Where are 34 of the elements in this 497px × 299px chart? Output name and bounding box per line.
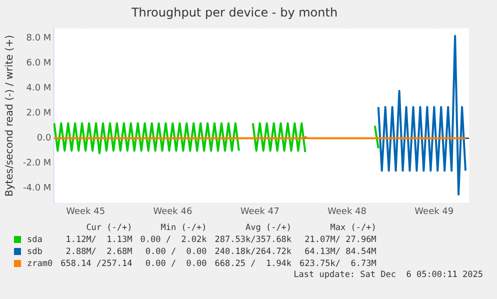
text: 623.75k/ 6.73M (298, 258, 378, 270)
y-tick-label: -2.0 M (23, 158, 52, 169)
text: 287.53k/357.68k (214, 234, 293, 246)
legend-label: sda (26, 234, 44, 246)
y-tick-label: 4.0 M (26, 84, 52, 94)
x-tick-label: Week 49 (414, 206, 454, 217)
y-axis-title: Bytes/second read (-) / write (+) (4, 34, 16, 197)
text: 658.14 /257.14 (60, 258, 134, 270)
text: 64.13M/ 84.54M (304, 246, 378, 258)
text: 21.07M/ 27.96M (304, 234, 378, 246)
x-tick-label: Week 48 (328, 206, 367, 217)
text: Cur (-/+) (85, 222, 134, 234)
text: Max (-/+) (329, 222, 378, 234)
text: 1.12M/ 1.13M (64, 234, 134, 246)
y-tick-label: 8.0 M (26, 34, 52, 44)
chart-title: Throughput per device - by month (130, 5, 338, 20)
x-tick-label: Week 46 (153, 206, 192, 217)
text: 0.00 / 0.00 (144, 246, 208, 258)
text: 0.00 / 0.00 (144, 258, 208, 270)
y-tick-label: -4.0 M (23, 184, 52, 194)
text: Last update: Sat Dec 6 05:00:11 2025 (294, 270, 483, 280)
text: 668.25 / 1.94k (214, 258, 293, 270)
text: 240.18k/264.72k (214, 246, 293, 258)
text: 2.88M/ 2.68M (64, 246, 134, 258)
x-tick-label: Week 47 (240, 206, 280, 217)
text: Min (-/+) (160, 222, 208, 234)
y-tick-label: 0.0 (36, 134, 52, 144)
y-tick-label: 6.0 M (26, 58, 52, 69)
text: Avg (-/+) (244, 222, 293, 234)
text: 0.00 / 2.02k (139, 234, 208, 246)
x-tick-label: Week 45 (66, 206, 106, 217)
legend-label: zram0 (26, 258, 54, 270)
y-tick-label: 2.0 M (26, 108, 52, 119)
legend-label: sdb (26, 246, 44, 258)
